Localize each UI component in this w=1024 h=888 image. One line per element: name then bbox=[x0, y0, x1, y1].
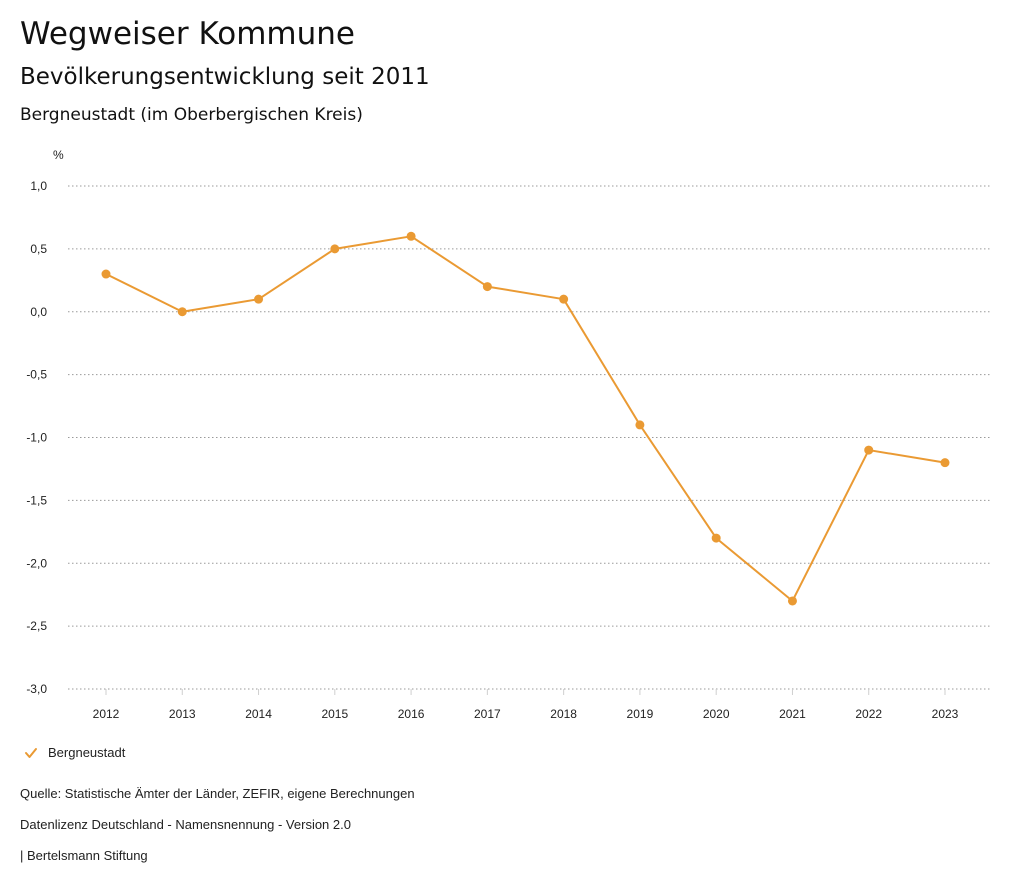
gridlines bbox=[68, 185, 990, 690]
y-tick-label: 0,5 bbox=[30, 242, 47, 256]
y-axis-label: % bbox=[53, 148, 64, 162]
publisher-note: | Bertelsmann Stiftung bbox=[20, 848, 148, 863]
x-tick-label: 2020 bbox=[703, 707, 730, 721]
data-point bbox=[482, 282, 492, 292]
x-tick-label: 2022 bbox=[855, 707, 882, 721]
line-chart: 1,00,50,0-0,5-1,0-1,5-2,0-2,5-3,0 2012 20… bbox=[26, 148, 990, 721]
data-point bbox=[254, 294, 264, 304]
x-tick-label: 2015 bbox=[321, 707, 348, 721]
data-point bbox=[940, 458, 950, 468]
series-line bbox=[105, 235, 946, 602]
x-tick-label: 2018 bbox=[550, 707, 577, 721]
license-note: Datenlizenz Deutschland - Namensnennung … bbox=[20, 817, 351, 832]
y-tick-label: 0,0 bbox=[30, 305, 47, 319]
series-bergneustadt bbox=[101, 231, 950, 606]
data-point bbox=[787, 596, 797, 606]
x-tick-label: 2023 bbox=[932, 707, 959, 721]
y-tick-label: -1,0 bbox=[26, 431, 47, 445]
y-tick-label: -1,5 bbox=[26, 493, 47, 507]
x-tick-label: 2016 bbox=[398, 707, 425, 721]
source-note: Quelle: Statistische Ämter der Länder, Z… bbox=[20, 786, 415, 801]
y-tick-label: -2,0 bbox=[26, 556, 47, 570]
x-axis-ticks: 2012 2013 2014 2015 2016 2017 2018 2019 2020 2021… bbox=[93, 689, 959, 721]
data-point bbox=[177, 307, 187, 317]
y-tick-label: -2,5 bbox=[26, 619, 47, 633]
checkmark-icon bbox=[25, 747, 37, 758]
data-point bbox=[101, 269, 111, 279]
data-point bbox=[711, 533, 721, 543]
x-tick-label: 2014 bbox=[245, 707, 272, 721]
data-point bbox=[635, 420, 645, 430]
y-tick-label: 1,0 bbox=[30, 179, 47, 193]
legend-label: Bergneustadt bbox=[48, 745, 126, 760]
region-label: Bergneustadt (im Oberbergischen Kreis) bbox=[20, 105, 363, 125]
y-axis-ticks: 1,0 0,5 0,0 -0,5 -1,0 -1,5 -2,0 -2,5 -3,0 bbox=[26, 179, 47, 696]
x-tick-label: 2017 bbox=[474, 707, 501, 721]
data-point bbox=[406, 231, 416, 241]
data-point bbox=[330, 244, 340, 254]
chart-subtitle: Bevölkerungsentwicklung seit 2011 bbox=[20, 64, 430, 90]
data-point bbox=[864, 445, 874, 455]
x-tick-label: 2012 bbox=[93, 707, 120, 721]
x-tick-label: 2019 bbox=[627, 707, 654, 721]
y-tick-label: -0,5 bbox=[26, 368, 47, 382]
x-tick-label: 2013 bbox=[169, 707, 196, 721]
y-tick-label: -3,0 bbox=[26, 682, 47, 696]
legend-item-bergneustadt[interactable]: Bergneustadt bbox=[24, 745, 125, 760]
x-tick-label: 2021 bbox=[779, 707, 806, 721]
page-title: Wegweiser Kommune bbox=[20, 16, 355, 52]
data-point bbox=[559, 294, 569, 304]
